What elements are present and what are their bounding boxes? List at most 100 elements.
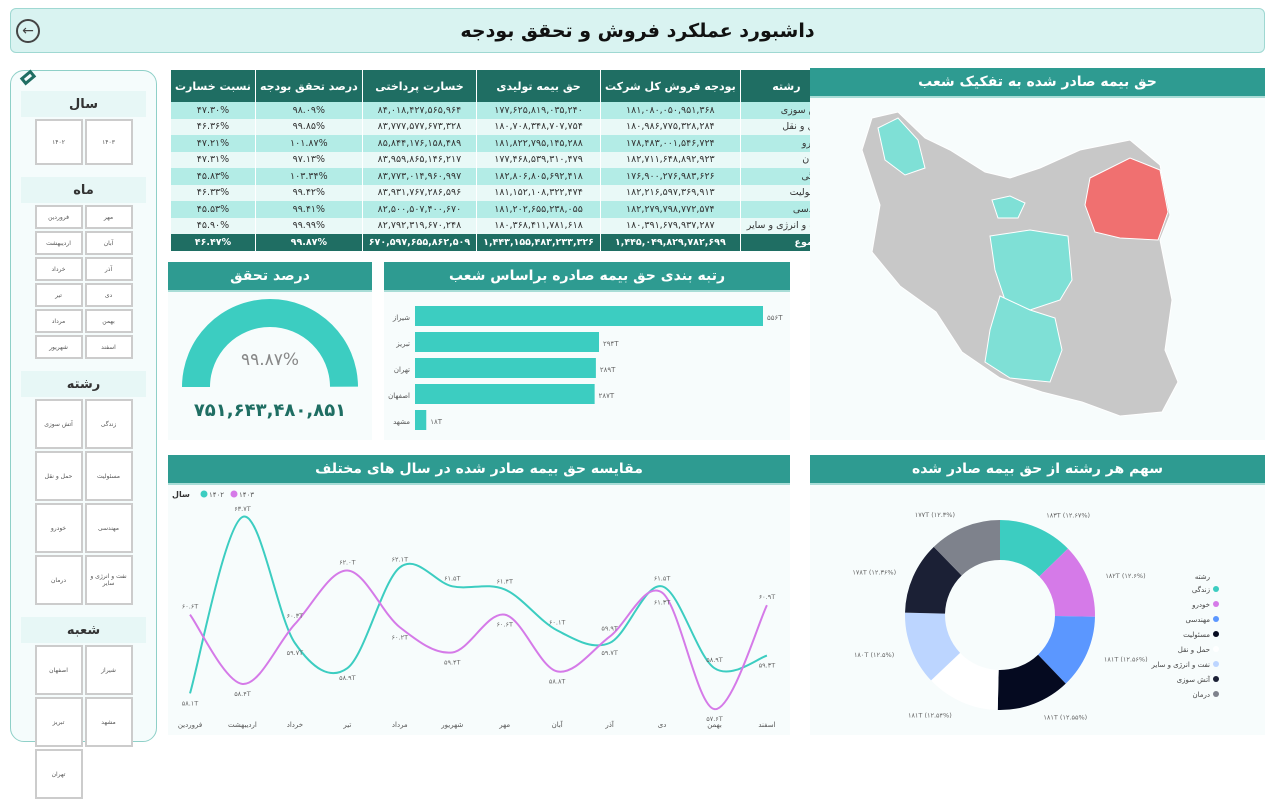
slicer-item[interactable]: ۱۴۰۲: [34, 119, 83, 165]
slicer-item[interactable]: دی: [84, 283, 133, 307]
column-header[interactable]: بودجه فروش کل شرکت: [599, 70, 741, 102]
slicer-item[interactable]: زندگی: [84, 399, 133, 449]
bar[interactable]: [415, 358, 596, 378]
table-row: مسئولیت ۱۸۲,۲۱۶,۵۹۷,۳۶۹,۹۱۳ ۱۸۱,۱۵۲,۱۰۸,۳۲…: [170, 184, 833, 201]
donut-chart: ۱۸۳T (۱۲.۶۷%) ۱۸۲T (۱۲.۶%) ۱۸۱T (۱۲.۵۶%) ۱۸…: [852, 511, 1219, 722]
table-cell: ۸۲,۵۰۰,۵۰۷,۴۰۰,۶۷۰: [361, 201, 477, 218]
arrow-left-circle-icon[interactable]: ←: [16, 19, 40, 43]
slicer-title-branch: شعبه: [21, 617, 146, 643]
table-row: نفت و انرژی و سایر ۱۸۰,۳۹۱,۶۷۹,۹۳۷,۲۸۷ ۱۸۰…: [170, 217, 833, 234]
slicer-item[interactable]: بهمن: [84, 309, 133, 333]
slicer-item[interactable]: شهریور: [34, 335, 83, 359]
legend-title: سال: [172, 490, 190, 499]
legend-label[interactable]: زندگی: [1192, 585, 1210, 594]
legend-label[interactable]: حمل و نقل: [1178, 646, 1210, 654]
legend-label[interactable]: درمان: [1192, 691, 1210, 699]
bar[interactable]: [415, 410, 427, 430]
slicer-item[interactable]: اسفند: [84, 335, 133, 359]
slicer-item[interactable]: مهر: [84, 205, 133, 229]
slicer-item[interactable]: آذر: [84, 257, 133, 281]
table-cell: ۱۸۰,۷۰۸,۳۴۸,۷۰۷,۷۵۴: [476, 118, 601, 135]
table-cell: ۱۸۲,۸۰۶,۸۰۵,۶۹۲,۴۱۸: [476, 168, 601, 185]
column-header[interactable]: نسبت خسارت: [170, 70, 256, 102]
branch-ranking-card: رتبه بندی حق بیمه صادره براساس شعب شیراز…: [384, 262, 790, 440]
table-cell: ۱۸۱,۲۰۲,۶۵۵,۲۳۸,۰۵۵: [476, 201, 601, 218]
x-tick-label: آبان: [552, 720, 564, 729]
slicer-item[interactable]: درمان: [34, 555, 83, 605]
column-header[interactable]: خسارت پرداختی: [361, 70, 477, 102]
bar-category-label: شیراز: [392, 314, 410, 322]
donut-slice[interactable]: [997, 654, 1066, 710]
slicer-item[interactable]: خودرو: [34, 503, 83, 553]
column-header[interactable]: درصد تحقق بودجه: [254, 70, 363, 102]
legend-label[interactable]: آتش سوزی: [1177, 675, 1211, 684]
x-tick-label: مهر: [498, 721, 510, 729]
column-header[interactable]: حق بیمه تولیدی: [476, 70, 601, 102]
legend-label[interactable]: خودرو: [1191, 601, 1210, 609]
bar-value-label: ۵۵۶T: [767, 314, 783, 322]
yearly-comparison-card: مقایسه حق بیمه صادر شده در سال های مختلف…: [168, 455, 790, 735]
table-cell: ۴۷.۳۰%: [170, 102, 256, 119]
legend-label[interactable]: مهندسی: [1186, 616, 1211, 624]
map-title: حق بیمه صادر شده به تفکیک شعب: [810, 68, 1265, 98]
map-region-isfahan: [989, 229, 1073, 311]
data-label: ۶۰.۶T: [182, 603, 199, 611]
slicer-item[interactable]: مشهد: [84, 697, 133, 747]
slice-label: ۱۸۳T (۱۲.۶۷%): [1046, 512, 1090, 520]
slicer-item[interactable]: تبریز: [34, 697, 83, 747]
gauge-arc: [182, 298, 358, 387]
data-label: ۵۷.۶T: [706, 715, 723, 723]
donut-slice[interactable]: [931, 652, 999, 710]
slicer-item[interactable]: مرداد: [34, 309, 83, 333]
slicer-item[interactable]: خرداد: [34, 257, 83, 281]
table-cell: ۱۸۰,۳۶۸,۴۱۱,۷۸۱,۶۱۸: [476, 217, 601, 234]
total-cell: ۱,۴۴۳,۱۵۵,۴۸۳,۲۳۳,۳۲۶: [476, 234, 601, 251]
data-label: ۶۳.۷T: [234, 505, 251, 513]
bar[interactable]: [415, 306, 763, 326]
map-region-khorasan: [1084, 157, 1169, 241]
legend-label[interactable]: ۱۴۰۳: [239, 491, 254, 499]
legend-label[interactable]: نفت و انرژی و سایر: [1151, 661, 1210, 669]
slicer-item[interactable]: حمل و نقل: [34, 451, 83, 501]
slicer-item[interactable]: فروردین: [34, 205, 83, 229]
donut-slice[interactable]: [905, 612, 961, 681]
donut-slice[interactable]: [1038, 616, 1095, 684]
bar[interactable]: [415, 384, 595, 404]
iran-map[interactable]: [810, 98, 1265, 440]
table-cell: ۹۹.۹۹%: [254, 217, 363, 234]
table-cell: ۸۳,۹۵۹,۸۶۵,۱۴۶,۲۱۷: [361, 151, 477, 168]
map-region-tehran: [991, 195, 1026, 219]
donut-slice[interactable]: [933, 520, 1000, 576]
data-label: ۶۲.۱T: [392, 555, 409, 563]
share-by-line-card: سهم هر رشته از حق بیمه صادر شده ۱۸۳T (۱۲…: [810, 455, 1265, 735]
slicer-item[interactable]: اردیبهشت: [34, 231, 83, 255]
x-tick-label: شهریور: [440, 721, 463, 729]
filter-panel: سال ۱۴۰۳ ۱۴۰۲ ماه مهر فروردین آبان اردیبهشت آذر خ…: [10, 69, 157, 799]
slicer-item[interactable]: مهندسی: [84, 503, 133, 553]
slicer-item[interactable]: اصفهان: [34, 645, 83, 695]
slicer-item[interactable]: تیر: [34, 283, 83, 307]
donut-slice[interactable]: [1039, 548, 1095, 617]
table-cell: ۱۸۲,۷۱۱,۶۴۸,۸۹۲,۹۲۳: [599, 151, 741, 168]
bar[interactable]: [415, 332, 600, 352]
slicer-item[interactable]: آتش سوزی: [34, 399, 83, 449]
slicer-item[interactable]: مسئولیت: [84, 451, 133, 501]
donut-slice[interactable]: [905, 546, 962, 614]
slicer-item[interactable]: نفت و انرژی و سایر: [84, 555, 133, 605]
legend-label[interactable]: مسئولیت: [1183, 631, 1210, 639]
table-cell: ۴۶.۳۳%: [170, 184, 256, 201]
total-cell: ۹۹.۸۷%: [254, 234, 363, 251]
legend-label[interactable]: ۱۴۰۲: [209, 491, 224, 499]
slicer-item[interactable]: تهران: [34, 749, 83, 799]
x-tick-label: خرداد: [287, 721, 303, 729]
table-cell: ۱۸۰,۹۸۶,۷۷۵,۳۲۸,۲۸۴: [599, 118, 741, 135]
slicer-item[interactable]: ۱۴۰۳: [84, 119, 133, 165]
slicer-item[interactable]: شیراز: [84, 645, 133, 695]
slicer-item[interactable]: آبان: [84, 231, 133, 255]
total-cell: ۱,۴۴۵,۰۴۹,۸۲۹,۷۸۲,۶۹۹: [599, 234, 741, 251]
table-cell: ۸۲,۷۹۲,۳۱۹,۶۷۰,۲۴۸: [361, 217, 477, 234]
table-cell: ۱۷۸,۴۸۳,۰۰۱,۵۴۶,۷۲۴: [599, 135, 741, 152]
data-label: ۶۰.۱T: [549, 618, 566, 626]
data-label: ۵۹.۹T: [601, 625, 618, 633]
donut-slice[interactable]: [1000, 520, 1068, 577]
